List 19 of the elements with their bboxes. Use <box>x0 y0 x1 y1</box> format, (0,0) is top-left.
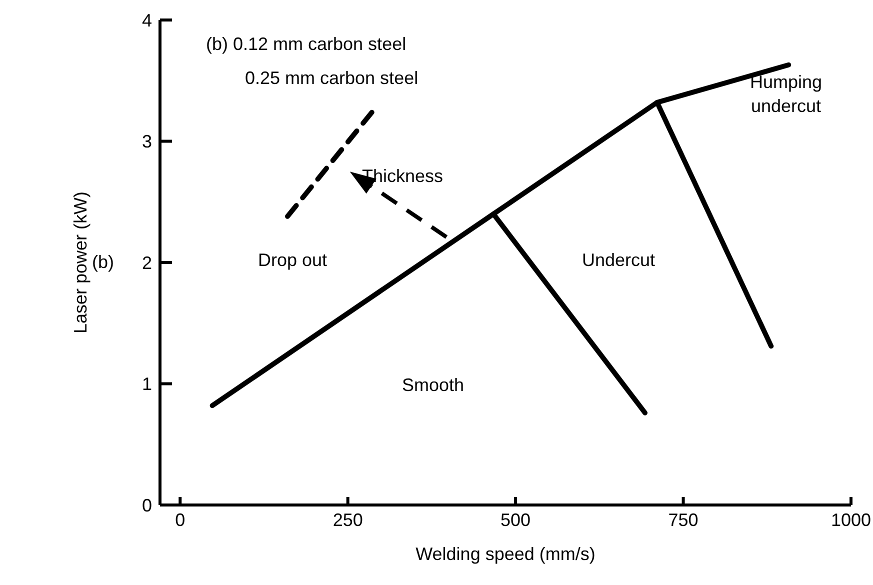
y-tick-label: 0 <box>142 495 152 516</box>
x-axis-title: Welding speed (mm/s) <box>416 544 596 564</box>
annotation: Humping undercut <box>748 71 824 118</box>
annotation: Drop out <box>258 250 328 271</box>
annotation: Undercut <box>582 250 656 271</box>
y-tick-label: 1 <box>142 374 152 394</box>
y-tick-label: 4 <box>142 10 152 30</box>
text: (b) <box>92 252 114 273</box>
annotation: Smooth <box>402 375 464 396</box>
y-tick-label: 2 <box>142 252 152 273</box>
x-tick-label: 750 <box>668 510 698 530</box>
annotation: (b) 0.12 mm carbon steel <box>206 34 406 55</box>
x-tick-label: 1000 <box>830 510 872 530</box>
y-axis-title: Laser power (kW) <box>70 191 90 334</box>
annotation: 0.25 mm carbon steel <box>245 68 418 89</box>
x-tick-label: 0 <box>175 510 186 530</box>
x-tick-label: 250 <box>332 510 363 530</box>
x-tick-label: 500 <box>500 510 531 530</box>
y-tick-label: 3 <box>142 132 152 152</box>
